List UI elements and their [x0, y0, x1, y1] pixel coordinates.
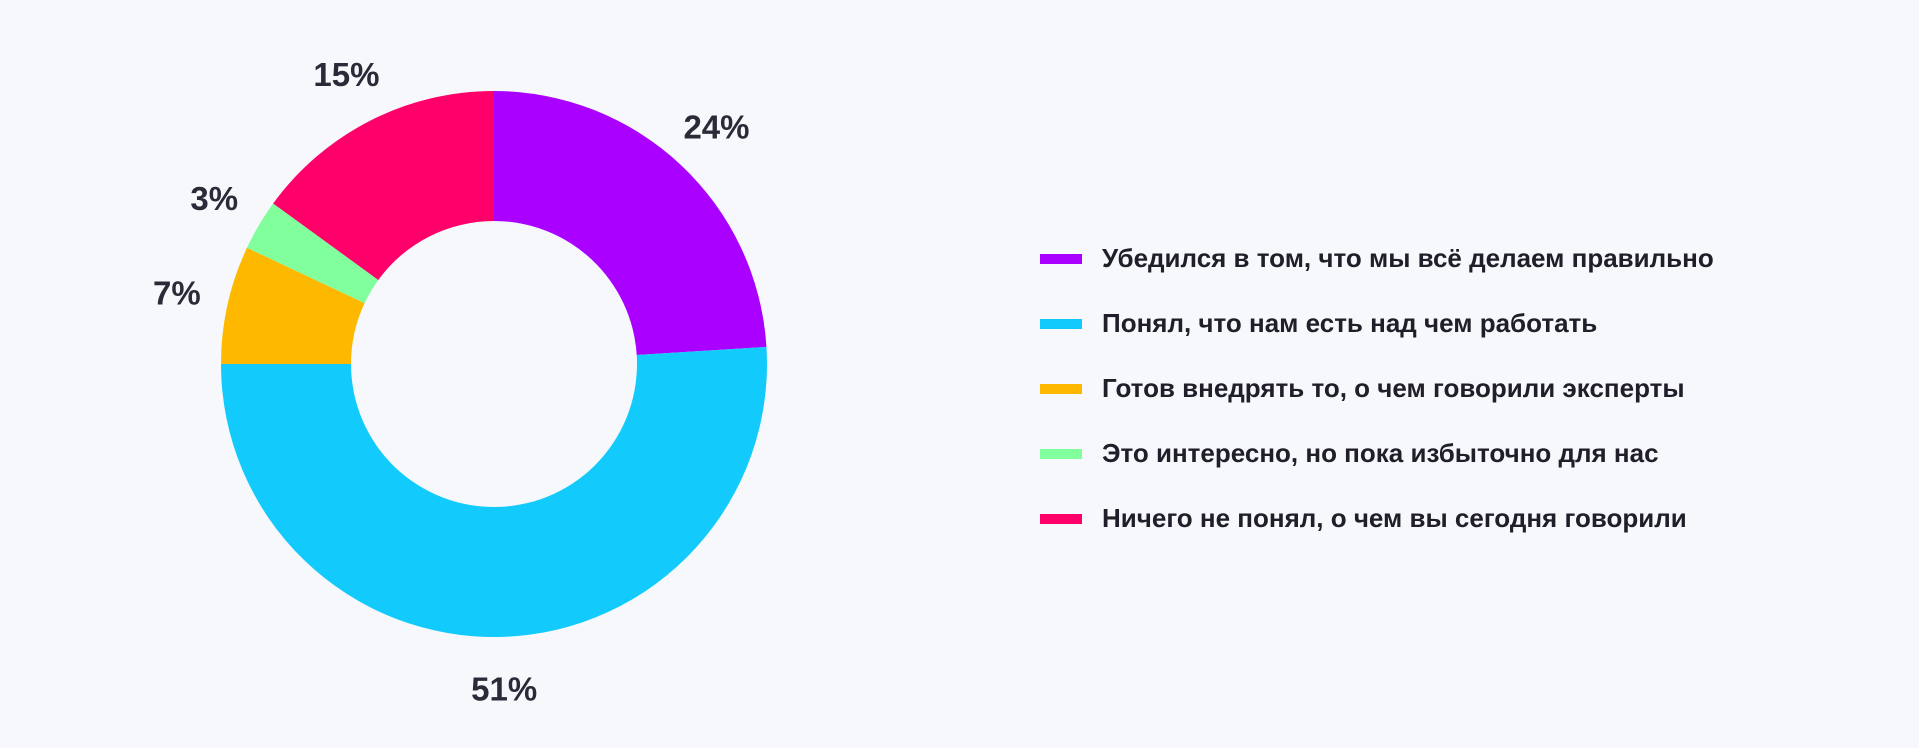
- legend: Убедился в том, что мы всё делаем правил…: [1040, 226, 1714, 551]
- legend-label: Ничего не понял, о чем вы сегодня говори…: [1102, 503, 1687, 533]
- donut-chart: 24% 51% 7% 3% 15%: [153, 56, 767, 707]
- legend-item: Готов внедрять то, о чем говорили экспер…: [1040, 356, 1714, 421]
- legend-swatch: [1040, 448, 1082, 459]
- donut-slice: [273, 91, 494, 280]
- donut-slice: [246, 203, 379, 304]
- donut-slice: [494, 91, 767, 356]
- slice-value-label: 24%: [683, 109, 749, 146]
- legend-label: Понял, что нам есть над чем работать: [1102, 308, 1598, 338]
- legend-swatch: [1040, 318, 1082, 329]
- legend-item: Убедился в том, что мы всё делаем правил…: [1040, 226, 1714, 291]
- slice-value-label: 51%: [471, 670, 537, 707]
- donut-slice: [221, 247, 365, 364]
- donut-slice: [221, 346, 767, 637]
- legend-item: Понял, что нам есть над чем работать: [1040, 291, 1714, 356]
- legend-item: Это интересно, но пока избыточно для нас: [1040, 421, 1714, 486]
- legend-label: Это интересно, но пока избыточно для нас: [1102, 438, 1659, 468]
- legend-label: Убедился в том, что мы всё делаем правил…: [1102, 243, 1714, 273]
- slice-value-label: 3%: [190, 180, 238, 217]
- slice-value-label: 15%: [313, 56, 379, 93]
- legend-label: Готов внедрять то, о чем говорили экспер…: [1102, 373, 1685, 403]
- legend-swatch: [1040, 383, 1082, 394]
- slice-value-label: 7%: [153, 275, 201, 312]
- legend-swatch: [1040, 513, 1082, 524]
- legend-item: Ничего не понял, о чем вы сегодня говори…: [1040, 486, 1714, 551]
- legend-swatch: [1040, 253, 1082, 264]
